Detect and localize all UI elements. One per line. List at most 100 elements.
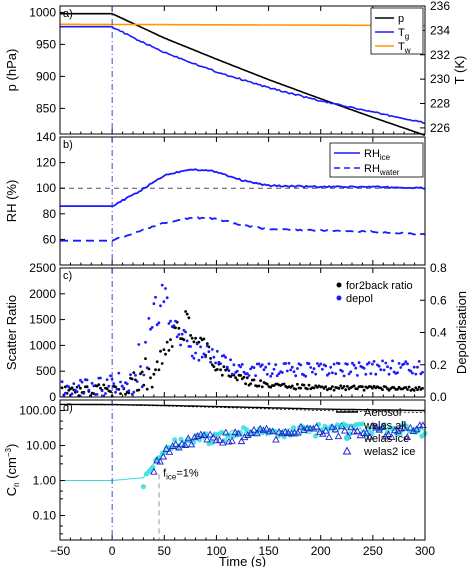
panel-c-point-depol-0 bbox=[60, 380, 64, 384]
panel-c-point-depol-214 bbox=[417, 360, 421, 363]
panel-d-point-welas2-ice-73 bbox=[378, 423, 387, 431]
panel-c-point-depol-126 bbox=[270, 372, 274, 375]
panel-c-point-for2back-ratio-170 bbox=[344, 388, 348, 392]
panel-c-point-depol-168 bbox=[341, 369, 344, 373]
panel-c-point-depol-4 bbox=[67, 385, 71, 389]
panel-d-point-welas2-ice-32 bbox=[250, 425, 258, 433]
panel-d-point-welas2-ice-84 bbox=[412, 425, 421, 433]
panel-c-point-depol-152 bbox=[314, 372, 318, 376]
panel-c-point-depol-98 bbox=[224, 356, 228, 359]
panel-b-legend-label-1: RHwater bbox=[364, 163, 400, 177]
panel-1-ytick-label-0: 140 bbox=[36, 130, 56, 144]
panel-d-legend-swatch-2 bbox=[344, 435, 350, 441]
panel-c-point-depol-99 bbox=[225, 365, 229, 369]
panel-a-legend-label-2-part-0: T bbox=[398, 41, 405, 53]
panel-d-xtick-label-1: 0 bbox=[109, 544, 116, 558]
panel-2-ytick-r-label-0: 0.8 bbox=[430, 261, 447, 275]
panel-d-point-welas2-ice-17 bbox=[203, 435, 211, 443]
panel-c-point-depol-73 bbox=[182, 328, 186, 332]
panel-c-point-depol-108 bbox=[240, 363, 244, 366]
panel-c-point-depol-58 bbox=[157, 321, 161, 325]
panel-c-point-for2back-ratio-207 bbox=[406, 388, 409, 391]
panel-d-point-welas2-ice-61 bbox=[340, 426, 349, 434]
panel-c-point-for2back-ratio-62 bbox=[164, 352, 167, 356]
panel-d-point-welas-ice-48 bbox=[291, 425, 297, 431]
panel-1-ytick-label-1: 120 bbox=[36, 156, 56, 170]
panel-c-point-depol-84 bbox=[200, 355, 204, 359]
panel-d-ylabel: Cn (cm−3) bbox=[4, 444, 21, 497]
panel-d-point-welas2-ice-7 bbox=[171, 440, 180, 448]
panel-a-legend-box bbox=[370, 7, 424, 55]
panel-c-point-depol-161 bbox=[329, 365, 333, 369]
panel-c-point-depol-83 bbox=[199, 345, 203, 349]
panel-d-point-welas2-ice-5 bbox=[165, 447, 174, 455]
panel-c-point-depol-105 bbox=[235, 369, 239, 373]
panel-c-point-depol-120 bbox=[260, 363, 264, 367]
panel-c-point-depol-122 bbox=[264, 365, 268, 369]
panel-c-ylabel-right: Depolarisation bbox=[454, 291, 469, 374]
panel-c-point-depol-196 bbox=[387, 372, 391, 376]
panel-c-point-for2back-ratio-120 bbox=[260, 385, 264, 389]
panel-c-point-for2back-ratio-59 bbox=[159, 349, 162, 353]
panel-c-legend-label-1: depol bbox=[346, 293, 373, 305]
panel-c-point-depol-205 bbox=[402, 362, 406, 366]
panel-c-point-depol-46 bbox=[137, 343, 141, 346]
panel-a-legend-label-1-part-0: T bbox=[398, 27, 405, 39]
panel-b-legend-label-1-part-1: water bbox=[379, 168, 400, 177]
panel-c-point-for2back-ratio-171 bbox=[346, 385, 349, 388]
panel-c-point-depol-213 bbox=[416, 365, 419, 369]
panel-c-point-depol-11 bbox=[79, 378, 82, 382]
panel-c-point-for2back-ratio-0 bbox=[60, 386, 64, 390]
panel-c-point-depol-77 bbox=[189, 345, 193, 348]
panel-c-point-depol-9 bbox=[75, 390, 79, 393]
panel-c-point-depol-159 bbox=[326, 373, 329, 377]
panel-d-point-welas2-ice-3 bbox=[159, 452, 168, 460]
panel-d-point-welas2-ice-6 bbox=[168, 442, 177, 449]
panel-c-series-depol bbox=[60, 283, 424, 398]
panel-c-point-depol-72 bbox=[180, 332, 184, 336]
panel-0-ytick-label-1: 950 bbox=[36, 37, 56, 51]
panel-c-point-depol-19 bbox=[92, 384, 96, 388]
panel-d-xtick-label-3: 100 bbox=[206, 544, 226, 558]
panel-d-point-welas2-ice-2 bbox=[156, 457, 164, 465]
panel-d-point-welas2-ice-0 bbox=[150, 467, 158, 475]
panel-c-point-for2back-ratio-77 bbox=[189, 334, 193, 337]
panel-c-point-for2back-ratio-213 bbox=[416, 388, 419, 392]
panel-d-point-welas-ice-25 bbox=[219, 429, 225, 435]
panel-0-ytick-r-label-2: 232 bbox=[430, 48, 450, 62]
panel-c-point-depol-176 bbox=[354, 366, 358, 370]
panel-c-point-depol-47 bbox=[139, 365, 142, 368]
panel-d-point-welas2-ice-81 bbox=[403, 433, 412, 440]
panel-c-point-depol-86 bbox=[204, 355, 208, 359]
panel-c-point-depol-34 bbox=[117, 371, 121, 375]
panel-c-point-for2back-ratio-123 bbox=[265, 382, 269, 386]
panel-c-point-depol-139 bbox=[292, 370, 296, 374]
panel-c-point-depol-138 bbox=[290, 365, 294, 369]
panel-c-point-depol-78 bbox=[190, 354, 194, 358]
panel-d-point-welas2-ice-39 bbox=[272, 435, 280, 443]
panel-c-point-for2back-ratio-161 bbox=[329, 387, 333, 391]
panel-c-point-depol-150 bbox=[311, 370, 314, 374]
panel-c-point-for2back-ratio-192 bbox=[381, 388, 384, 391]
panel-d-point-welas2-ice-16 bbox=[200, 431, 208, 438]
panel-c-point-for2back-ratio-82 bbox=[197, 340, 201, 344]
panel-d-point-welas2-ice-40 bbox=[275, 427, 283, 435]
panel-c-point-depol-172 bbox=[347, 372, 351, 376]
panel-c-point-depol-64 bbox=[167, 322, 171, 325]
panel-d-point-welas2-ice-75 bbox=[384, 430, 393, 438]
panel-c-point-depol-124 bbox=[267, 362, 271, 366]
panel-c-point-depol-198 bbox=[391, 359, 394, 363]
panel-2-ytick-r-label-1: 0.6 bbox=[430, 293, 447, 307]
panel-d-xtick-label-6: 250 bbox=[363, 544, 383, 558]
panel-c-point-depol-68 bbox=[174, 319, 177, 323]
panel-c-point-depol-95 bbox=[219, 362, 223, 365]
panel-c-point-depol-2 bbox=[64, 391, 67, 395]
panel-c-point-depol-39 bbox=[125, 382, 129, 386]
panel-c-point-for2back-ratio-141 bbox=[296, 382, 299, 386]
panel-c-point-depol-195 bbox=[386, 365, 389, 369]
panel-a-label: a) bbox=[63, 8, 73, 20]
panel-b-legend-label-1-part-0: RH bbox=[364, 163, 380, 175]
panel-c-point-depol-209 bbox=[409, 369, 413, 373]
panel-c-point-depol-123 bbox=[265, 372, 269, 376]
panel-d-point-welas-ice-70 bbox=[359, 421, 365, 427]
